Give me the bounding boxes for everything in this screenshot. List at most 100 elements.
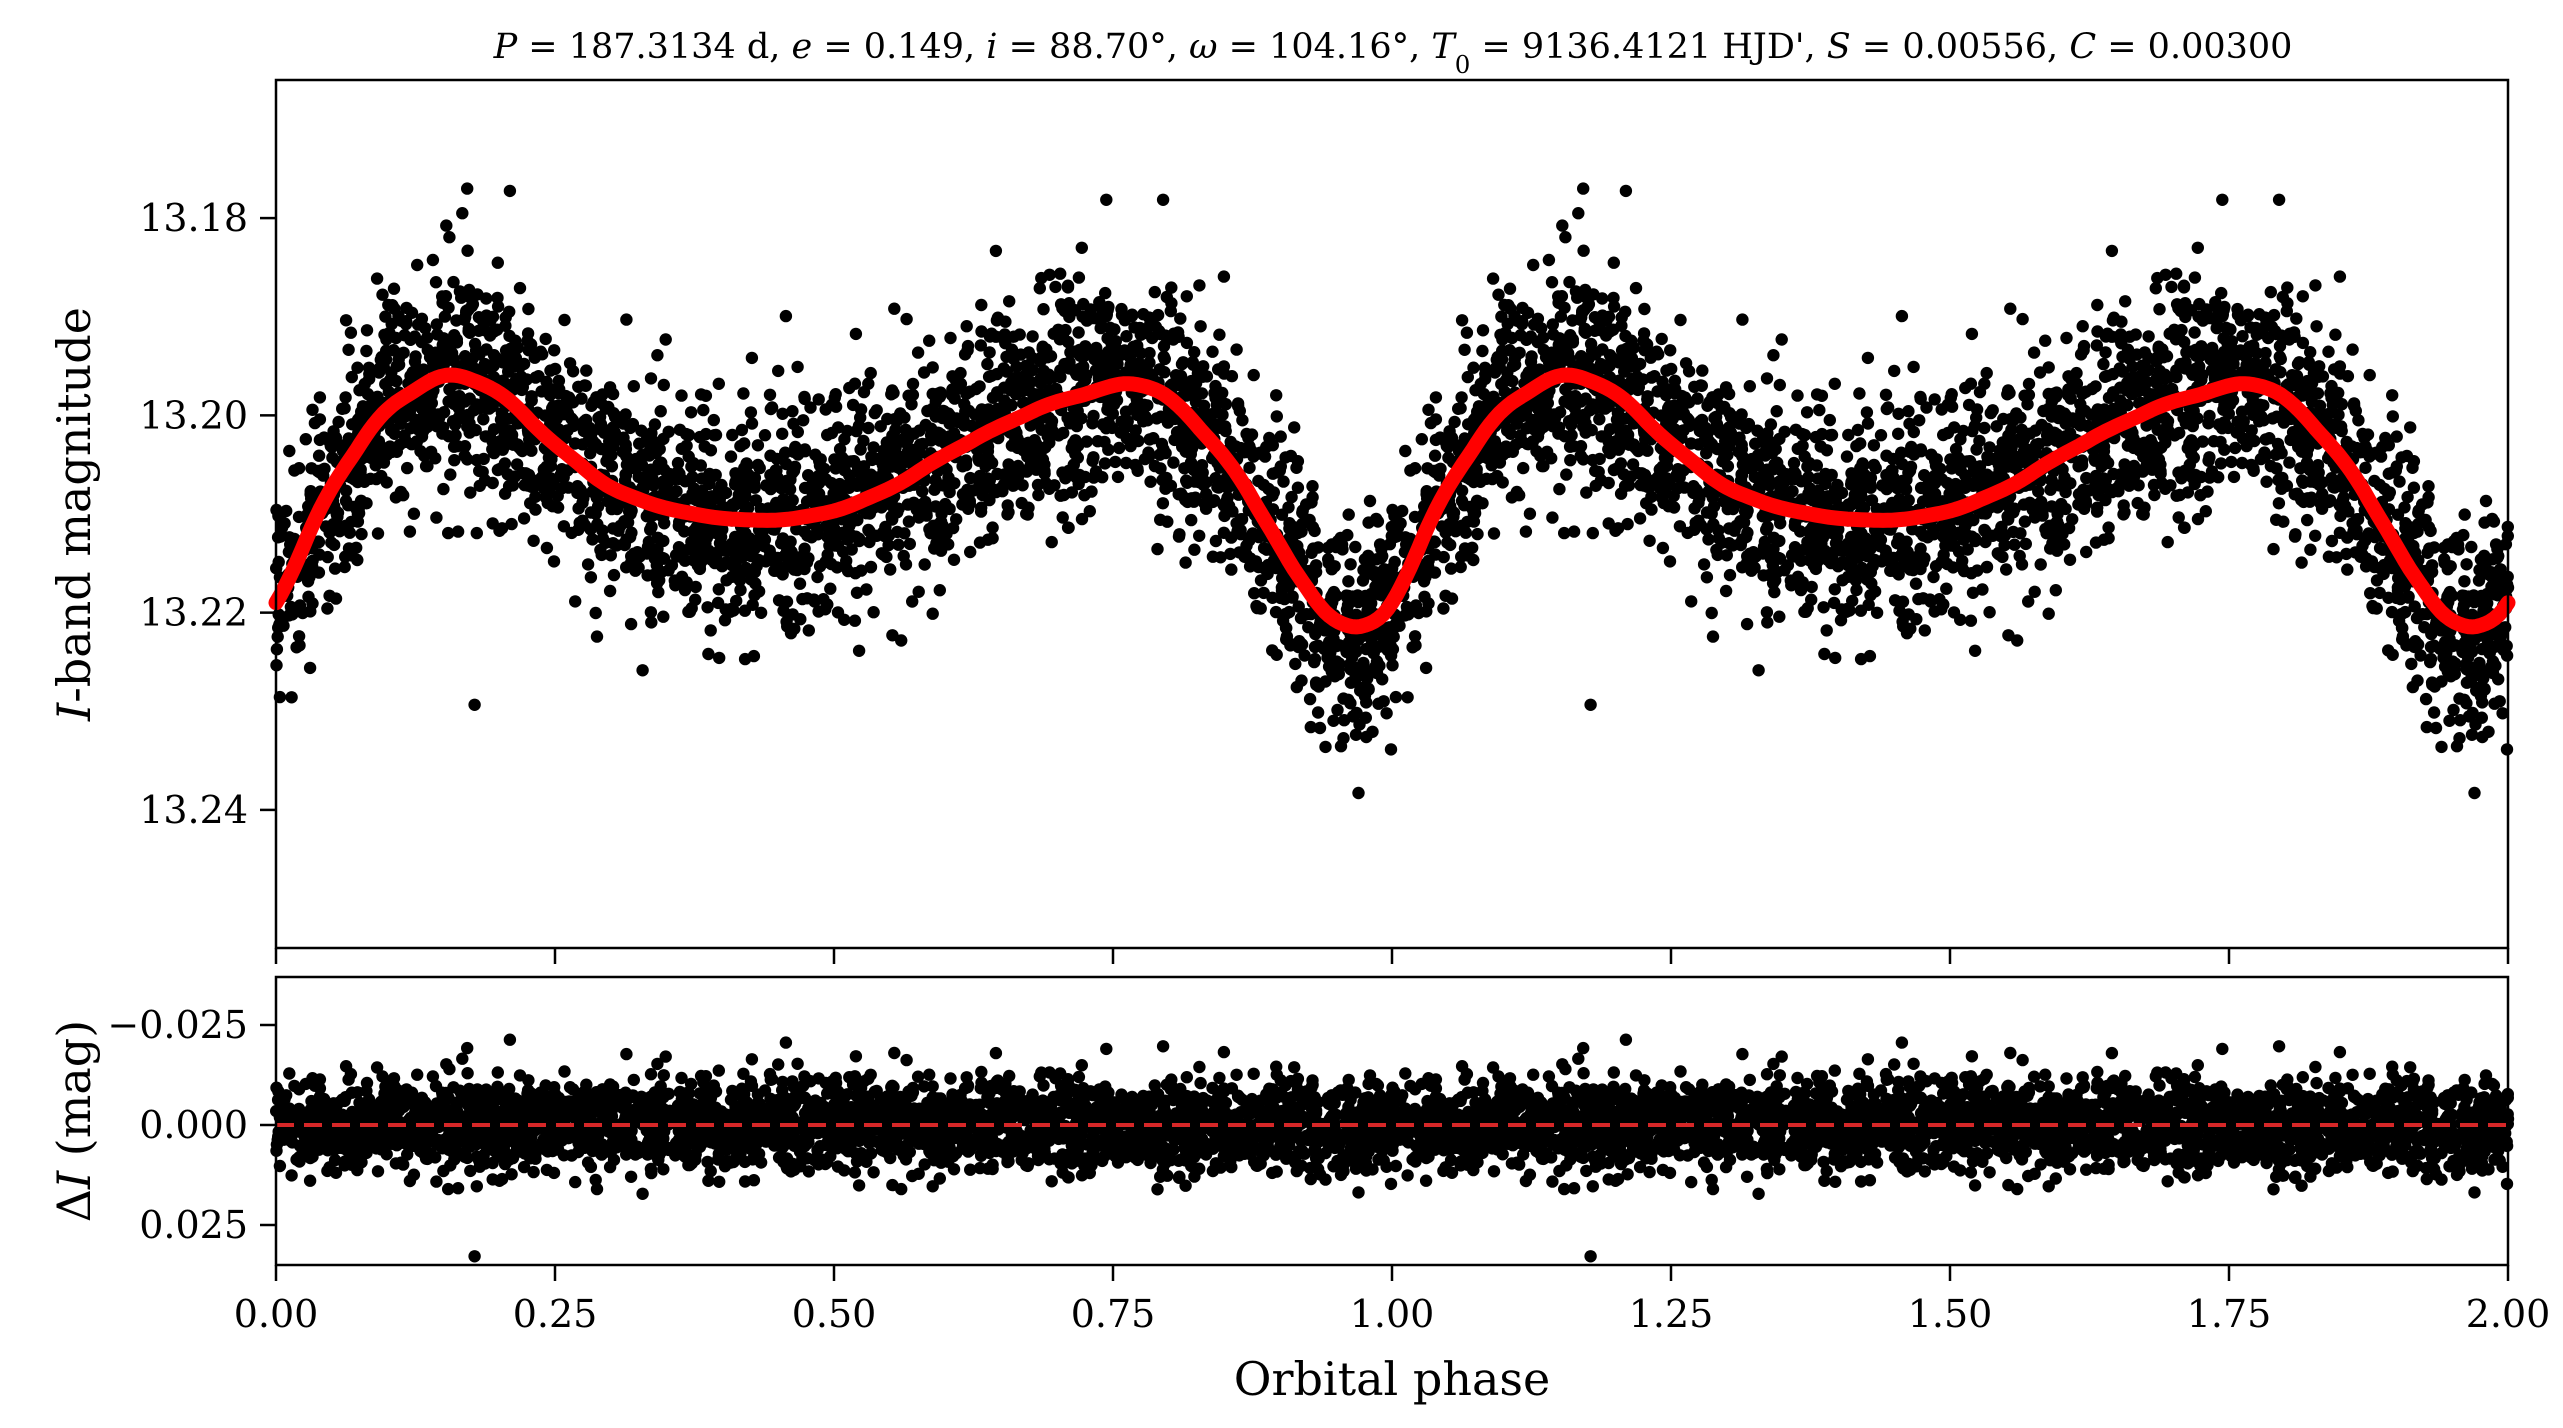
data-point	[1879, 388, 1893, 401]
data-point	[491, 256, 504, 269]
data-point	[2406, 461, 2419, 474]
data-point	[1054, 489, 1067, 502]
data-point	[344, 326, 358, 339]
data-point	[1167, 456, 1180, 469]
data-point	[360, 324, 374, 337]
data-point	[1270, 561, 1283, 575]
data-point	[1736, 313, 1749, 326]
data-point	[1791, 389, 1804, 402]
data-point	[1867, 439, 1881, 452]
data-point	[1880, 449, 1893, 462]
data-point	[2404, 421, 2417, 434]
data-point	[1978, 421, 1991, 435]
data-point	[884, 563, 897, 576]
data-point	[2225, 455, 2238, 469]
data-point	[1304, 720, 1318, 734]
data-point	[2191, 241, 2204, 254]
data-point	[1563, 440, 1577, 453]
data-point	[1337, 732, 1350, 745]
data-point	[1700, 571, 1714, 584]
data-point	[2328, 363, 2341, 376]
data-point	[299, 433, 312, 446]
data-point	[1547, 417, 1560, 430]
data-point	[713, 651, 726, 665]
data-point	[1660, 364, 1673, 377]
data-point	[1824, 429, 1837, 442]
data-point	[1300, 608, 1313, 621]
data-point	[2170, 298, 2184, 311]
data-point	[644, 523, 657, 536]
data-point	[1594, 357, 1608, 371]
data-point	[2389, 464, 2402, 477]
data-point	[1290, 461, 1303, 474]
data-point	[986, 532, 999, 545]
data-point	[1148, 285, 1162, 299]
data-point	[1494, 328, 1507, 341]
data-point	[675, 389, 688, 402]
data-point	[547, 407, 561, 420]
data-point	[535, 474, 548, 488]
data-point	[821, 428, 834, 442]
data-point	[539, 332, 552, 346]
data-point	[903, 537, 916, 551]
data-point	[1467, 361, 1480, 374]
data-point	[2039, 334, 2052, 347]
data-point	[1455, 314, 1469, 327]
data-point	[1469, 384, 1482, 397]
data-point	[1108, 323, 1121, 336]
data-point	[1728, 524, 1741, 537]
data-point	[612, 524, 625, 537]
data-point	[1527, 258, 1540, 272]
data-point	[1697, 558, 1711, 571]
data-point	[2453, 692, 2466, 705]
data-point	[1800, 406, 1814, 419]
data-point	[2102, 521, 2115, 534]
data-point	[1891, 537, 1904, 550]
data-point	[657, 378, 670, 392]
data-point	[672, 519, 685, 533]
data-point	[2170, 489, 2183, 502]
data-point	[702, 647, 715, 661]
data-point	[1760, 372, 1774, 385]
data-point	[1895, 309, 1909, 323]
data-point	[478, 357, 492, 371]
data-point	[2105, 330, 2119, 343]
data-point	[745, 351, 759, 365]
data-point	[2152, 342, 2165, 355]
data-point	[1043, 482, 1056, 495]
data-point	[1250, 599, 1263, 613]
data-point	[2099, 346, 2112, 359]
data-point	[1180, 290, 1194, 303]
data-point	[430, 511, 443, 524]
data-point	[1422, 403, 1435, 416]
data-point	[329, 592, 343, 605]
data-point	[1073, 343, 1086, 357]
data-point	[1948, 421, 1961, 434]
data-point	[1061, 521, 1075, 534]
data-point	[986, 521, 999, 534]
data-point	[1633, 512, 1647, 525]
data-point	[1796, 427, 1809, 441]
data-point	[1752, 664, 1765, 677]
data-point	[2000, 563, 2013, 576]
data-point	[991, 311, 1005, 324]
data-point	[1655, 332, 1668, 346]
data-point	[2224, 323, 2237, 336]
data-point	[1619, 184, 1633, 198]
data-point	[1342, 575, 1355, 588]
data-point	[2179, 356, 2192, 369]
data-point	[958, 419, 971, 432]
data-point	[1031, 478, 1045, 492]
data-point	[1078, 489, 1091, 502]
data-point	[633, 437, 646, 450]
data-point	[2063, 553, 2077, 566]
data-point	[1003, 295, 1016, 308]
data-point	[2393, 475, 2406, 488]
data-point	[1235, 513, 1249, 526]
data-point	[981, 357, 994, 371]
data-point	[1270, 410, 1284, 423]
data-point	[480, 343, 493, 356]
data-point	[1491, 469, 1504, 483]
data-point	[2288, 530, 2302, 543]
